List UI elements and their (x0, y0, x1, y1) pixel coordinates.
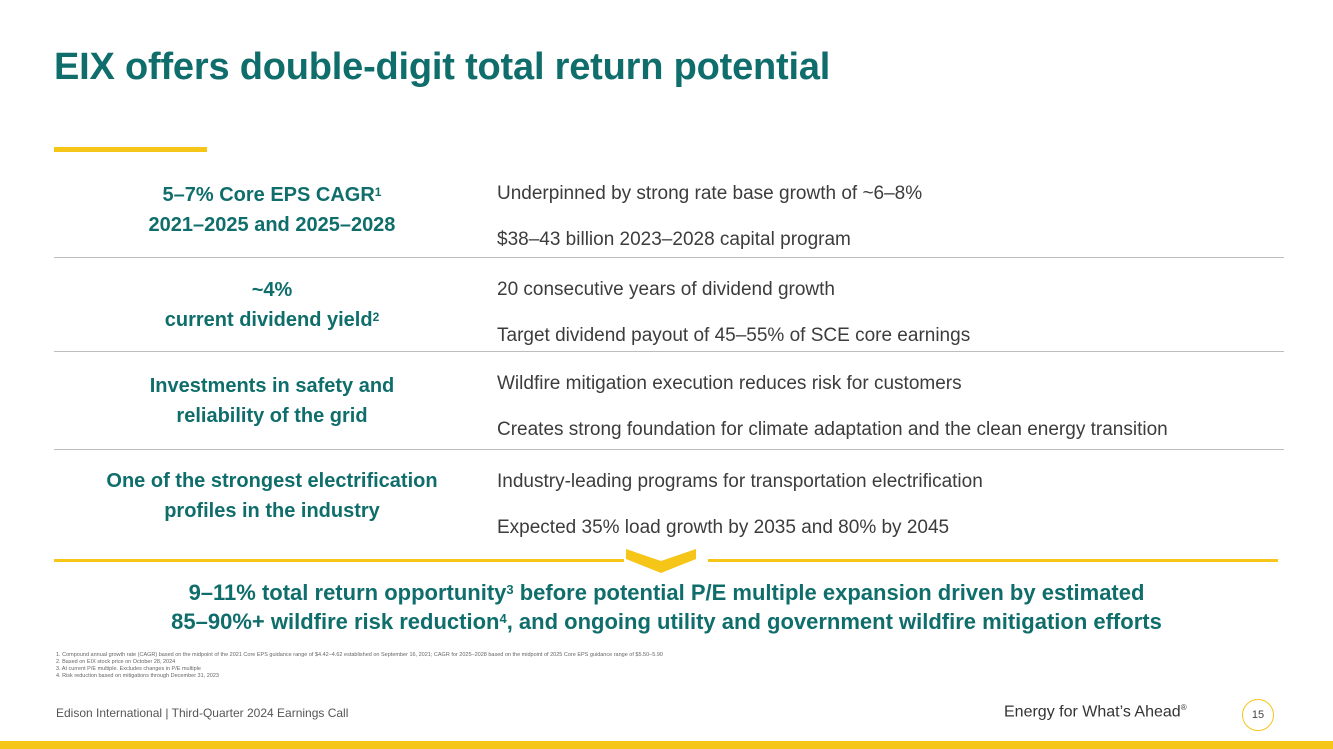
row-point: Industry-leading programs for transporta… (497, 471, 983, 492)
row-heading: Investments in safety and reliability of… (54, 352, 490, 449)
row-heading: ~4% current dividend yield2 (54, 258, 490, 351)
row-point: Wildfire mitigation execution reduces ri… (497, 373, 962, 394)
row-heading-line1: ~4% (251, 278, 293, 301)
summary-divider-right (708, 559, 1278, 562)
page-number: 15 (1242, 699, 1274, 731)
row-heading-line2: profiles in the industry (164, 500, 380, 522)
row-heading-line2: reliability of the grid (176, 404, 368, 427)
footnote-ref: 4 (499, 611, 507, 626)
row-heading-line1: Investments in safety and (149, 374, 395, 397)
table-row: 5–7% Core EPS CAGR1 2021–2025 and 2025–2… (54, 162, 1284, 258)
row-heading-line2: current dividend yield (164, 308, 373, 331)
row-point: Creates strong foundation for climate ad… (497, 419, 1168, 440)
row-heading-line2: 2021–2025 and 2025–2028 (148, 213, 396, 236)
summary-divider-left (54, 559, 624, 562)
footnote-ref: 2 (372, 309, 380, 324)
summary-text: 85–90%+ wildfire risk reduction (171, 609, 500, 634)
row-point: Target dividend payout of 45–55% of SCE … (497, 325, 971, 346)
footnote: 1. Compound annual growth rate (CAGR) ba… (56, 652, 663, 658)
summary-text: , and ongoing utility and government wil… (506, 609, 1162, 634)
chevron-down-icon (626, 549, 696, 573)
summary-text: 9–11% total return opportunity (188, 580, 507, 605)
row-point: 20 consecutive years of dividend growth (497, 279, 835, 300)
row-points: 20 consecutive years of dividend growth … (490, 258, 1284, 351)
row-heading: One of the strongest electrification pro… (54, 450, 490, 542)
row-heading-line1: 5–7% Core EPS CAGR (162, 183, 375, 206)
row-point: Underpinned by strong rate base growth o… (497, 183, 923, 204)
row-points: Wildfire mitigation execution reduces ri… (490, 352, 1284, 449)
return-drivers-table: 5–7% Core EPS CAGR1 2021–2025 and 2025–2… (54, 162, 1284, 542)
summary-text: before potential P/E multiple expansion … (513, 580, 1145, 605)
row-points: Industry-leading programs for transporta… (490, 450, 1284, 542)
slide-title: EIX offers double-digit total return pot… (54, 46, 831, 88)
row-point: $38–43 billion 2023–2028 capital program (497, 229, 851, 250)
title-accent-bar (54, 147, 207, 152)
footnote: 4. Risk reduction based on mitigations t… (56, 673, 219, 679)
footer-tagline: Energy for What’s Ahead® (1004, 703, 1187, 721)
row-point: Expected 35% load growth by 2035 and 80%… (497, 517, 950, 538)
bottom-accent-band (0, 741, 1333, 749)
tagline-text: Energy for What’s Ahead (1004, 703, 1181, 721)
summary-statement: 9–11% total return opportunity3 before p… (40, 578, 1293, 636)
footnote: 2. Based on EIX stock price on October 2… (56, 659, 176, 665)
row-points: Underpinned by strong rate base growth o… (490, 162, 1284, 257)
footnote: 3. At current P/E multiple. Excludes cha… (56, 666, 201, 672)
footer-company-event: Edison International | Third-Quarter 202… (56, 706, 349, 720)
table-row: One of the strongest electrification pro… (54, 450, 1284, 542)
row-heading-line1: One of the strongest electrification (106, 470, 438, 492)
row-heading: 5–7% Core EPS CAGR1 2021–2025 and 2025–2… (54, 162, 490, 257)
registered-mark: ® (1180, 703, 1187, 712)
table-row: ~4% current dividend yield2 20 consecuti… (54, 258, 1284, 352)
footnote-ref: 1 (374, 184, 382, 199)
footnotes: 1. Compound annual growth rate (CAGR) ba… (56, 652, 663, 680)
footnote-ref: 3 (506, 582, 514, 597)
table-row: Investments in safety and reliability of… (54, 352, 1284, 450)
